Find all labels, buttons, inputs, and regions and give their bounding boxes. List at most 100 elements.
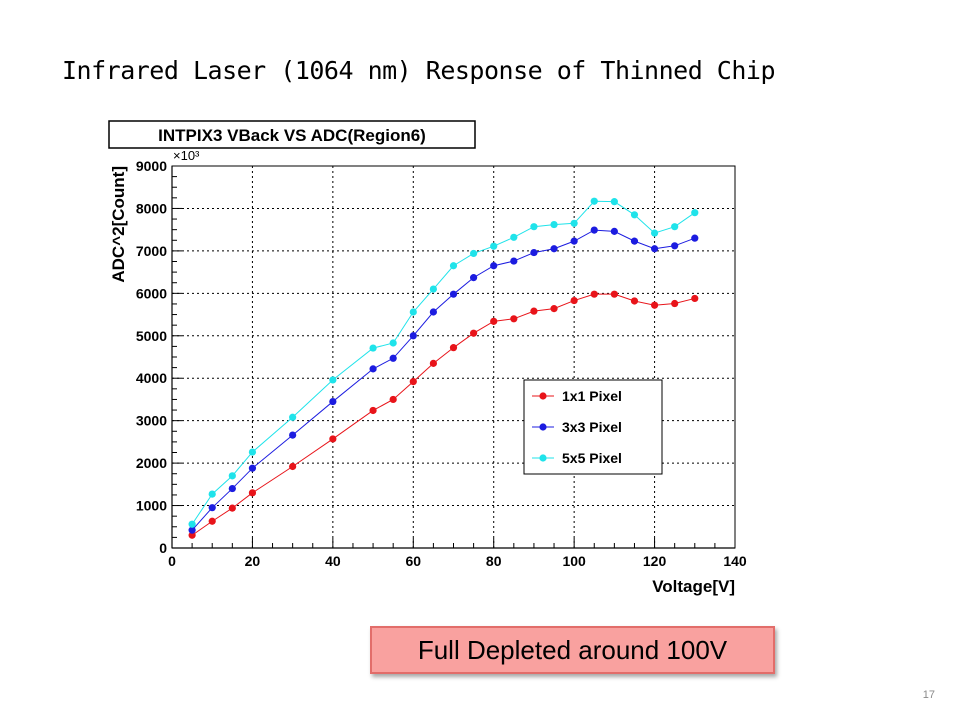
data-point: [289, 413, 297, 421]
data-point: [389, 395, 397, 404]
data-point: [470, 249, 478, 258]
data-point: [590, 290, 598, 298]
data-point: [208, 504, 216, 512]
data-point: [329, 397, 337, 406]
y-axis-label: ADC^2[Count]: [109, 166, 128, 283]
data-point: [289, 431, 297, 439]
data-point: [691, 294, 699, 303]
x-tick-label: 20: [245, 553, 261, 569]
data-point: [208, 490, 216, 498]
data-point: [630, 237, 639, 245]
data-point: [470, 329, 478, 337]
y-tick-label: 6000: [136, 285, 167, 301]
data-point: [389, 339, 397, 347]
data-point: [671, 223, 679, 231]
data-point: [650, 229, 659, 237]
data-point: [369, 365, 377, 373]
chart-title-box: [108, 120, 476, 149]
y-tick-label: 2000: [136, 455, 167, 471]
data-point: [208, 517, 216, 525]
data-point: [470, 274, 478, 282]
y-tick-label: 5000: [136, 328, 167, 344]
data-point: [248, 448, 257, 456]
x-tick-label: 60: [405, 553, 421, 569]
data-point: [289, 462, 297, 471]
legend-marker: [539, 392, 547, 400]
data-point: [429, 308, 437, 316]
data-point: [691, 209, 699, 217]
data-point: [228, 472, 236, 480]
data-point: [630, 211, 639, 219]
legend-marker: [539, 423, 547, 431]
data-point: [550, 305, 558, 313]
data-point: [610, 290, 618, 298]
x-tick-label: 40: [325, 553, 341, 569]
data-point: [671, 299, 679, 308]
data-point: [409, 308, 417, 316]
data-point: [329, 435, 337, 443]
chart: 0 20 40 60 80 100 120 140 0 1000 2000 3000 4000 5000 6…: [108, 120, 747, 596]
x-tick-label: 120: [643, 553, 667, 569]
data-point: [329, 376, 337, 384]
data-point: [429, 285, 437, 293]
data-point: [490, 262, 498, 270]
y-tick-label: 4000: [136, 370, 167, 386]
data-point: [188, 520, 196, 528]
data-point: [671, 242, 679, 250]
data-point: [449, 262, 458, 270]
data-point: [449, 290, 458, 298]
data-point: [610, 227, 618, 235]
legend-label: 5x5 Pixel: [562, 450, 622, 466]
y-tick-label: 0: [159, 540, 167, 556]
data-point: [228, 504, 236, 512]
depletion-callout: Full Depleted around 100V: [370, 626, 775, 674]
data-point: [630, 297, 639, 305]
data-point: [389, 354, 397, 362]
data-point: [570, 296, 578, 305]
x-tick-label: 140: [723, 553, 747, 569]
x-tick-label: 0: [168, 553, 176, 569]
data-point: [409, 378, 417, 386]
legend-label: 3x3 Pixel: [562, 419, 622, 435]
data-point: [570, 237, 578, 245]
data-point: [550, 220, 558, 229]
data-point: [530, 223, 538, 231]
data-point: [369, 344, 377, 352]
data-point: [409, 332, 417, 340]
y-tick-label: 1000: [136, 498, 167, 514]
data-point: [490, 317, 498, 325]
y-tick-label: 8000: [136, 200, 167, 216]
data-point: [510, 315, 518, 323]
data-point: [550, 245, 558, 253]
data-point: [570, 219, 578, 227]
data-point: [429, 359, 437, 367]
data-point: [490, 242, 498, 250]
data-point: [188, 531, 196, 539]
data-point: [590, 226, 598, 234]
slide-title: Infrared Laser (1064 nm) Response of Thi…: [62, 56, 776, 85]
data-point: [369, 406, 377, 415]
data-point: [248, 464, 257, 472]
data-point: [530, 307, 538, 315]
data-point: [650, 301, 659, 309]
legend-marker: [539, 454, 547, 462]
data-point: [228, 484, 236, 493]
page-number: 17: [922, 689, 935, 701]
x-tick-label: 80: [486, 553, 502, 569]
x-axis-label: Voltage[V]: [652, 577, 735, 596]
data-point: [610, 198, 618, 206]
data-point: [248, 489, 257, 497]
data-point: [650, 245, 659, 253]
y-multiplier-label: ×10³: [173, 148, 200, 163]
x-tick-label: 100: [562, 553, 586, 569]
y-tick-label: 9000: [136, 158, 167, 174]
data-point: [691, 234, 699, 242]
data-point: [449, 344, 458, 352]
y-tick-label: 3000: [136, 413, 167, 429]
data-point: [510, 257, 518, 265]
y-tick-label: 7000: [136, 243, 167, 259]
data-point: [590, 197, 598, 205]
legend-label: 1x1 Pixel: [562, 388, 622, 404]
data-point: [510, 233, 518, 241]
data-point: [188, 526, 196, 534]
